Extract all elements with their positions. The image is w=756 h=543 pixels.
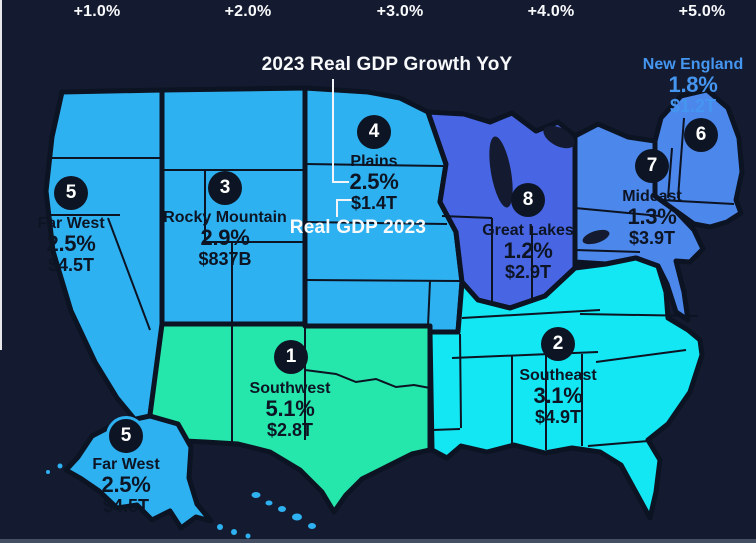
rank-badge-new-england: 6 xyxy=(684,118,718,152)
scale-tick-2: +2.0% xyxy=(224,3,272,20)
callout-southwest: Southwest 5.1% $2.8T xyxy=(250,380,331,440)
page-title: 2023 Real GDP Growth YoY xyxy=(261,54,513,75)
region-name: Rocky Mountain xyxy=(163,209,287,226)
callout-far-west-alaska: Far West 2.5% $4.5T xyxy=(92,456,159,516)
scale-tick-1: +1.0% xyxy=(73,3,121,20)
region-growth: 2.5% xyxy=(46,231,96,256)
region-name: Southeast xyxy=(519,367,597,384)
callout-plains: Plains 2.5% $1.4T xyxy=(350,153,399,213)
region-name: Plains xyxy=(350,153,398,170)
state-boundaries xyxy=(46,117,735,450)
scale-tick-5: +5.0% xyxy=(678,3,726,20)
region-growth: 1.8% xyxy=(668,72,718,97)
callout-mideast: Mideast 1.3% $3.9T xyxy=(622,188,682,248)
region-gdp: $1.2T xyxy=(669,96,717,116)
scale-tick-3: +3.0% xyxy=(376,3,424,20)
region-name: Southwest xyxy=(249,380,331,397)
region-gdp: $1.4T xyxy=(350,193,398,213)
callout-southeast: Southeast 3.1% $4.9T xyxy=(519,367,596,427)
bottom-edge-bar xyxy=(0,539,756,543)
region-southeast-shape xyxy=(427,255,705,521)
region-name: Great Lakes xyxy=(482,222,574,239)
scale-tick-4: +4.0% xyxy=(527,3,575,20)
rank-badge-mideast: 7 xyxy=(635,149,669,183)
region-growth: 2.5% xyxy=(101,472,151,497)
rank-badge-plains: 4 xyxy=(357,115,391,149)
region-growth: 2.5% xyxy=(349,169,399,194)
region-gdp: $837B xyxy=(198,249,252,269)
region-gdp: $4.5T xyxy=(47,255,95,275)
rank-badge-rocky-mountain: 3 xyxy=(208,171,242,205)
callout-far-west: Far West 2.5% $4.5T xyxy=(37,215,104,275)
callout-rocky-mountain: Rocky Mountain 2.9% $837B xyxy=(163,209,287,269)
region-name: Mideast xyxy=(622,188,682,205)
alaska-islands xyxy=(46,463,251,539)
rank-badge-far-west-alaska: 5 xyxy=(106,416,146,456)
region-growth: 1.3% xyxy=(627,204,677,229)
region-growth: 1.2% xyxy=(503,238,553,263)
callout-new-england: New England 1.8% $1.2T xyxy=(643,56,743,116)
left-edge-line xyxy=(0,0,2,350)
rank-badge-southwest: 1 xyxy=(274,340,308,374)
rank-badge-southeast: 2 xyxy=(541,327,575,361)
legend-label: Real GDP 2023 xyxy=(289,217,427,238)
callout-great-lakes: Great Lakes 1.2% $2.9T xyxy=(482,222,574,282)
region-growth: 3.1% xyxy=(533,383,583,408)
region-gdp: $4.5T xyxy=(102,496,150,516)
rank-badge-far-west: 5 xyxy=(54,176,88,210)
lake-overlays xyxy=(489,125,610,245)
region-gdp: $2.8T xyxy=(266,420,314,440)
title-callout-line xyxy=(332,79,334,183)
region-name: Far West xyxy=(37,215,105,232)
region-name: Far West xyxy=(92,456,160,473)
legend-callout-top xyxy=(336,199,353,201)
region-growth: 5.1% xyxy=(265,396,315,421)
region-gdp: $3.9T xyxy=(628,228,676,248)
region-southwest-shape xyxy=(145,321,433,515)
title-callout-foot xyxy=(332,181,349,183)
legend-callout-line xyxy=(336,199,338,217)
region-name: New England xyxy=(642,56,744,73)
rank-badge-great-lakes: 8 xyxy=(511,183,545,217)
region-alaska-shape xyxy=(63,413,214,531)
hawaii-islands xyxy=(251,492,316,529)
region-new-england-shape xyxy=(652,87,745,230)
region-growth: 2.9% xyxy=(200,225,250,250)
region-gdp: $4.9T xyxy=(534,407,582,427)
region-rocky-mountain-shape xyxy=(159,85,308,327)
region-gdp: $2.9T xyxy=(504,262,552,282)
